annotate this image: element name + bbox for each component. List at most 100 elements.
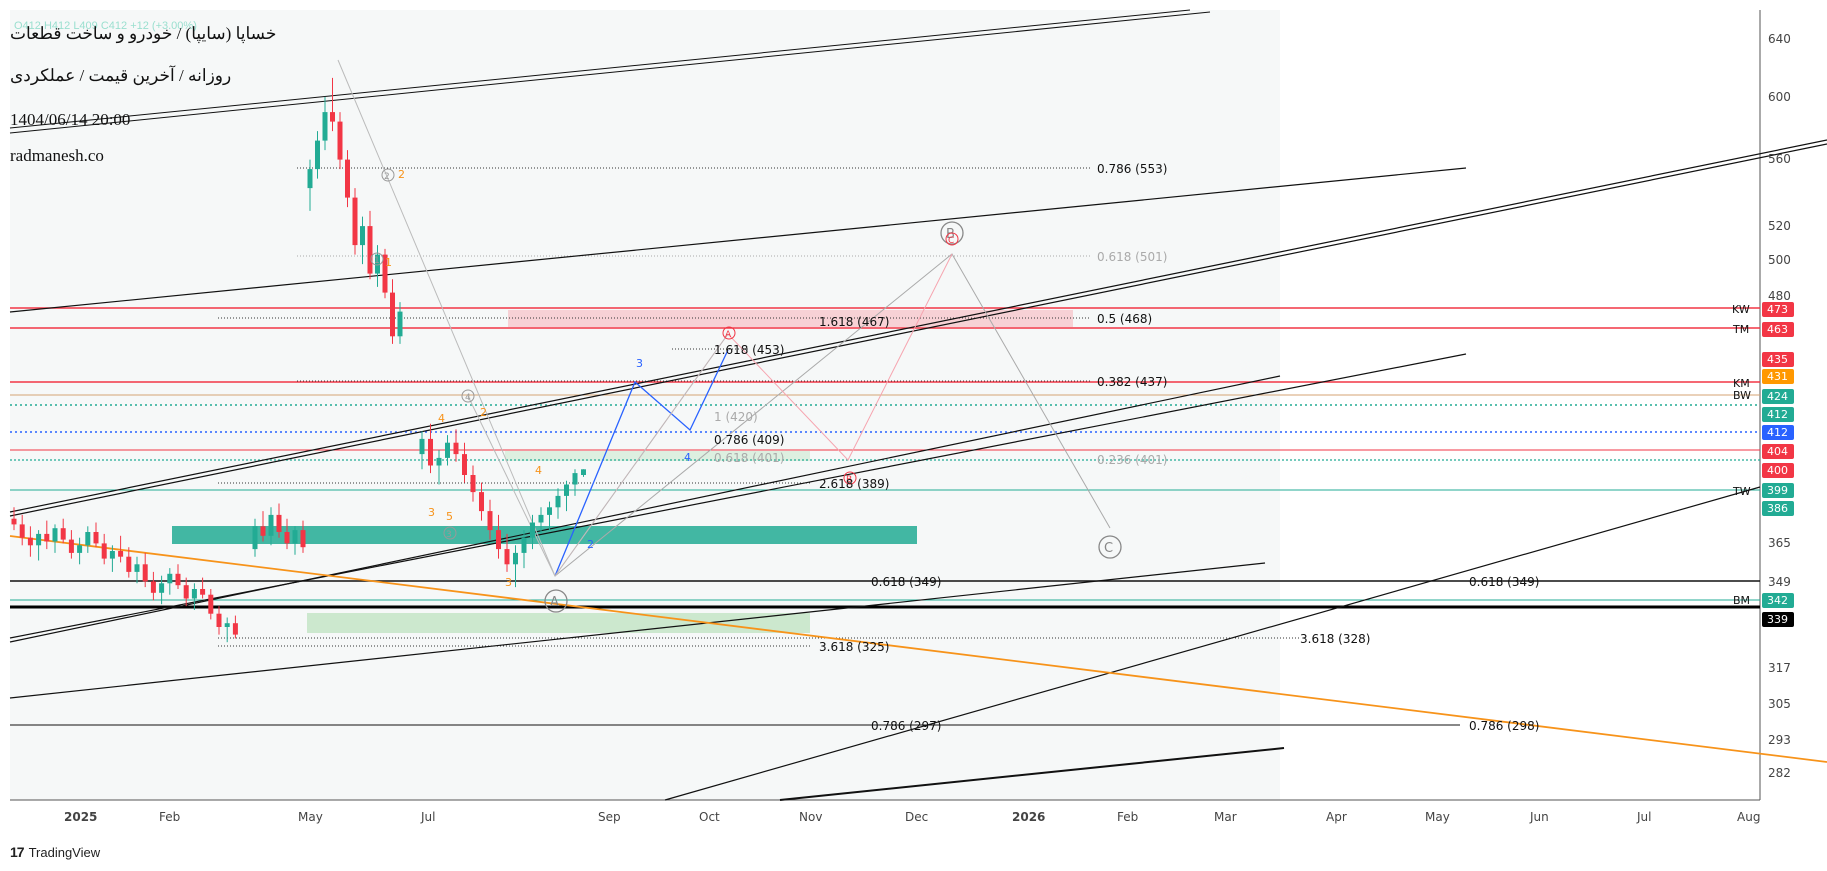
wave-label: 2: [587, 538, 594, 551]
price-tag: [1762, 483, 1794, 498]
tradingview-logo[interactable]: 17 TradingView: [10, 844, 100, 860]
candle-body: [183, 585, 189, 599]
candle-body: [216, 613, 222, 627]
wave-label: 4: [465, 393, 471, 403]
candle-body: [142, 564, 148, 582]
candle-body: [11, 518, 17, 525]
candle-body: [300, 530, 306, 548]
price-tag-value: 400: [1767, 464, 1788, 477]
y-tick: 293: [1768, 733, 1791, 747]
wave-label: B: [846, 475, 852, 485]
wave-circle: [722, 326, 736, 340]
y-tick: 500: [1768, 253, 1791, 267]
candle-body: [276, 514, 282, 532]
time-axis-labels: 2025 Feb May Jul Sep Oct Nov Dec 2026 Fe…: [64, 810, 1760, 824]
price-tag-value: 342: [1767, 594, 1788, 607]
ohlc-readout: O412 H412 L409 C412 +12 (+3.00%): [14, 20, 197, 32]
candle-body: [167, 573, 173, 584]
candle-body: [564, 484, 569, 496]
candle-body: [390, 292, 395, 337]
candle-body: [191, 589, 197, 599]
candle-body: [436, 457, 442, 466]
candle-body: [118, 551, 124, 557]
price-tag: [1762, 322, 1794, 337]
x-tick: Jul: [1636, 810, 1651, 824]
timeframe-subtitle: روزانه / آخرین قیمت / عملکردی: [10, 66, 232, 85]
candle-body: [487, 511, 493, 531]
candle-body: [352, 197, 358, 246]
wave-label: 5: [446, 510, 453, 523]
wave-label: A: [725, 330, 732, 340]
price-tag: [1762, 501, 1794, 516]
candle-body: [60, 528, 66, 540]
fib-label: 0.618 (349): [1469, 575, 1539, 589]
x-tick: Mar: [1214, 810, 1237, 824]
candle-body: [360, 226, 365, 246]
candle-body: [521, 537, 527, 553]
wave-label: 1: [374, 256, 380, 266]
candle-body: [77, 545, 83, 553]
fib-label: 2.618 (389): [819, 477, 889, 491]
wave-circle: [443, 526, 457, 540]
candle-body: [428, 438, 433, 466]
candle-body: [284, 532, 290, 544]
candle-body: [200, 589, 206, 595]
x-tick: Feb: [1117, 810, 1138, 824]
wave-label: A: [550, 595, 559, 610]
brand-label: TradingView: [28, 844, 101, 860]
y-tick: 365: [1768, 536, 1791, 550]
y-tick: 520: [1768, 219, 1791, 233]
candle-body: [208, 594, 214, 614]
candle-body: [268, 514, 274, 536]
x-tick: Aug: [1737, 810, 1760, 824]
wave-label: 3: [505, 576, 512, 589]
candle-body: [445, 442, 450, 458]
fib-label: 1.618 (453): [714, 343, 784, 357]
x-tick: Jul: [420, 810, 435, 824]
fib-label: 1 (420): [714, 410, 758, 424]
wave-label: 3: [636, 357, 643, 370]
resistance-zone: [508, 310, 1073, 327]
tag-name: KM: [1733, 377, 1750, 390]
candle-body: [547, 507, 552, 515]
candle-body: [453, 442, 459, 455]
tag-name: TM: [1732, 323, 1749, 336]
wave-label: 1: [385, 256, 392, 269]
candle-body: [232, 623, 238, 635]
channel-lines: [9, 9, 1827, 801]
price-tag-value: 412: [1767, 408, 1788, 421]
candle-body: [513, 552, 518, 565]
y-tick: 600: [1768, 90, 1791, 104]
candle-body: [52, 528, 58, 542]
fib-labels-group: 0.786 (553) 0.618 (501) 1.618 (467) 0.5 …: [714, 162, 1539, 733]
price-tag-value: 386: [1767, 502, 1788, 515]
price-tag: [1762, 352, 1794, 367]
x-tick: Jun: [1529, 810, 1549, 824]
wave-label: 4: [684, 451, 691, 464]
wave-labels-group: 2 1 4 2 3 5 4 3 3 2 4 2 1 4 3 A B C A B …: [370, 168, 1122, 613]
tag-name: TW: [1732, 485, 1751, 498]
price-tag-value: 431: [1767, 370, 1788, 383]
x-tick: May: [1425, 810, 1450, 824]
candle-body: [307, 169, 313, 189]
candle-body: [224, 623, 230, 627]
x-tick: May: [298, 810, 323, 824]
candle-body: [470, 475, 476, 493]
candle-body: [572, 473, 578, 485]
candle-body: [175, 573, 181, 586]
candle-body: [382, 254, 388, 293]
candle-body: [322, 112, 328, 141]
candles-group: [11, 77, 586, 643]
fib-label: 0.618 (401): [714, 451, 784, 465]
candle-body: [538, 514, 544, 523]
tag-name: KW: [1732, 303, 1750, 316]
candle-body: [93, 532, 99, 544]
price-tag-value: 404: [1767, 445, 1788, 458]
y-tick: 317: [1768, 661, 1791, 675]
candle-body: [19, 524, 25, 538]
price-tag: [1762, 407, 1794, 422]
candle-body: [530, 522, 535, 538]
candle-body: [419, 438, 425, 455]
wave-circle: [461, 389, 475, 403]
